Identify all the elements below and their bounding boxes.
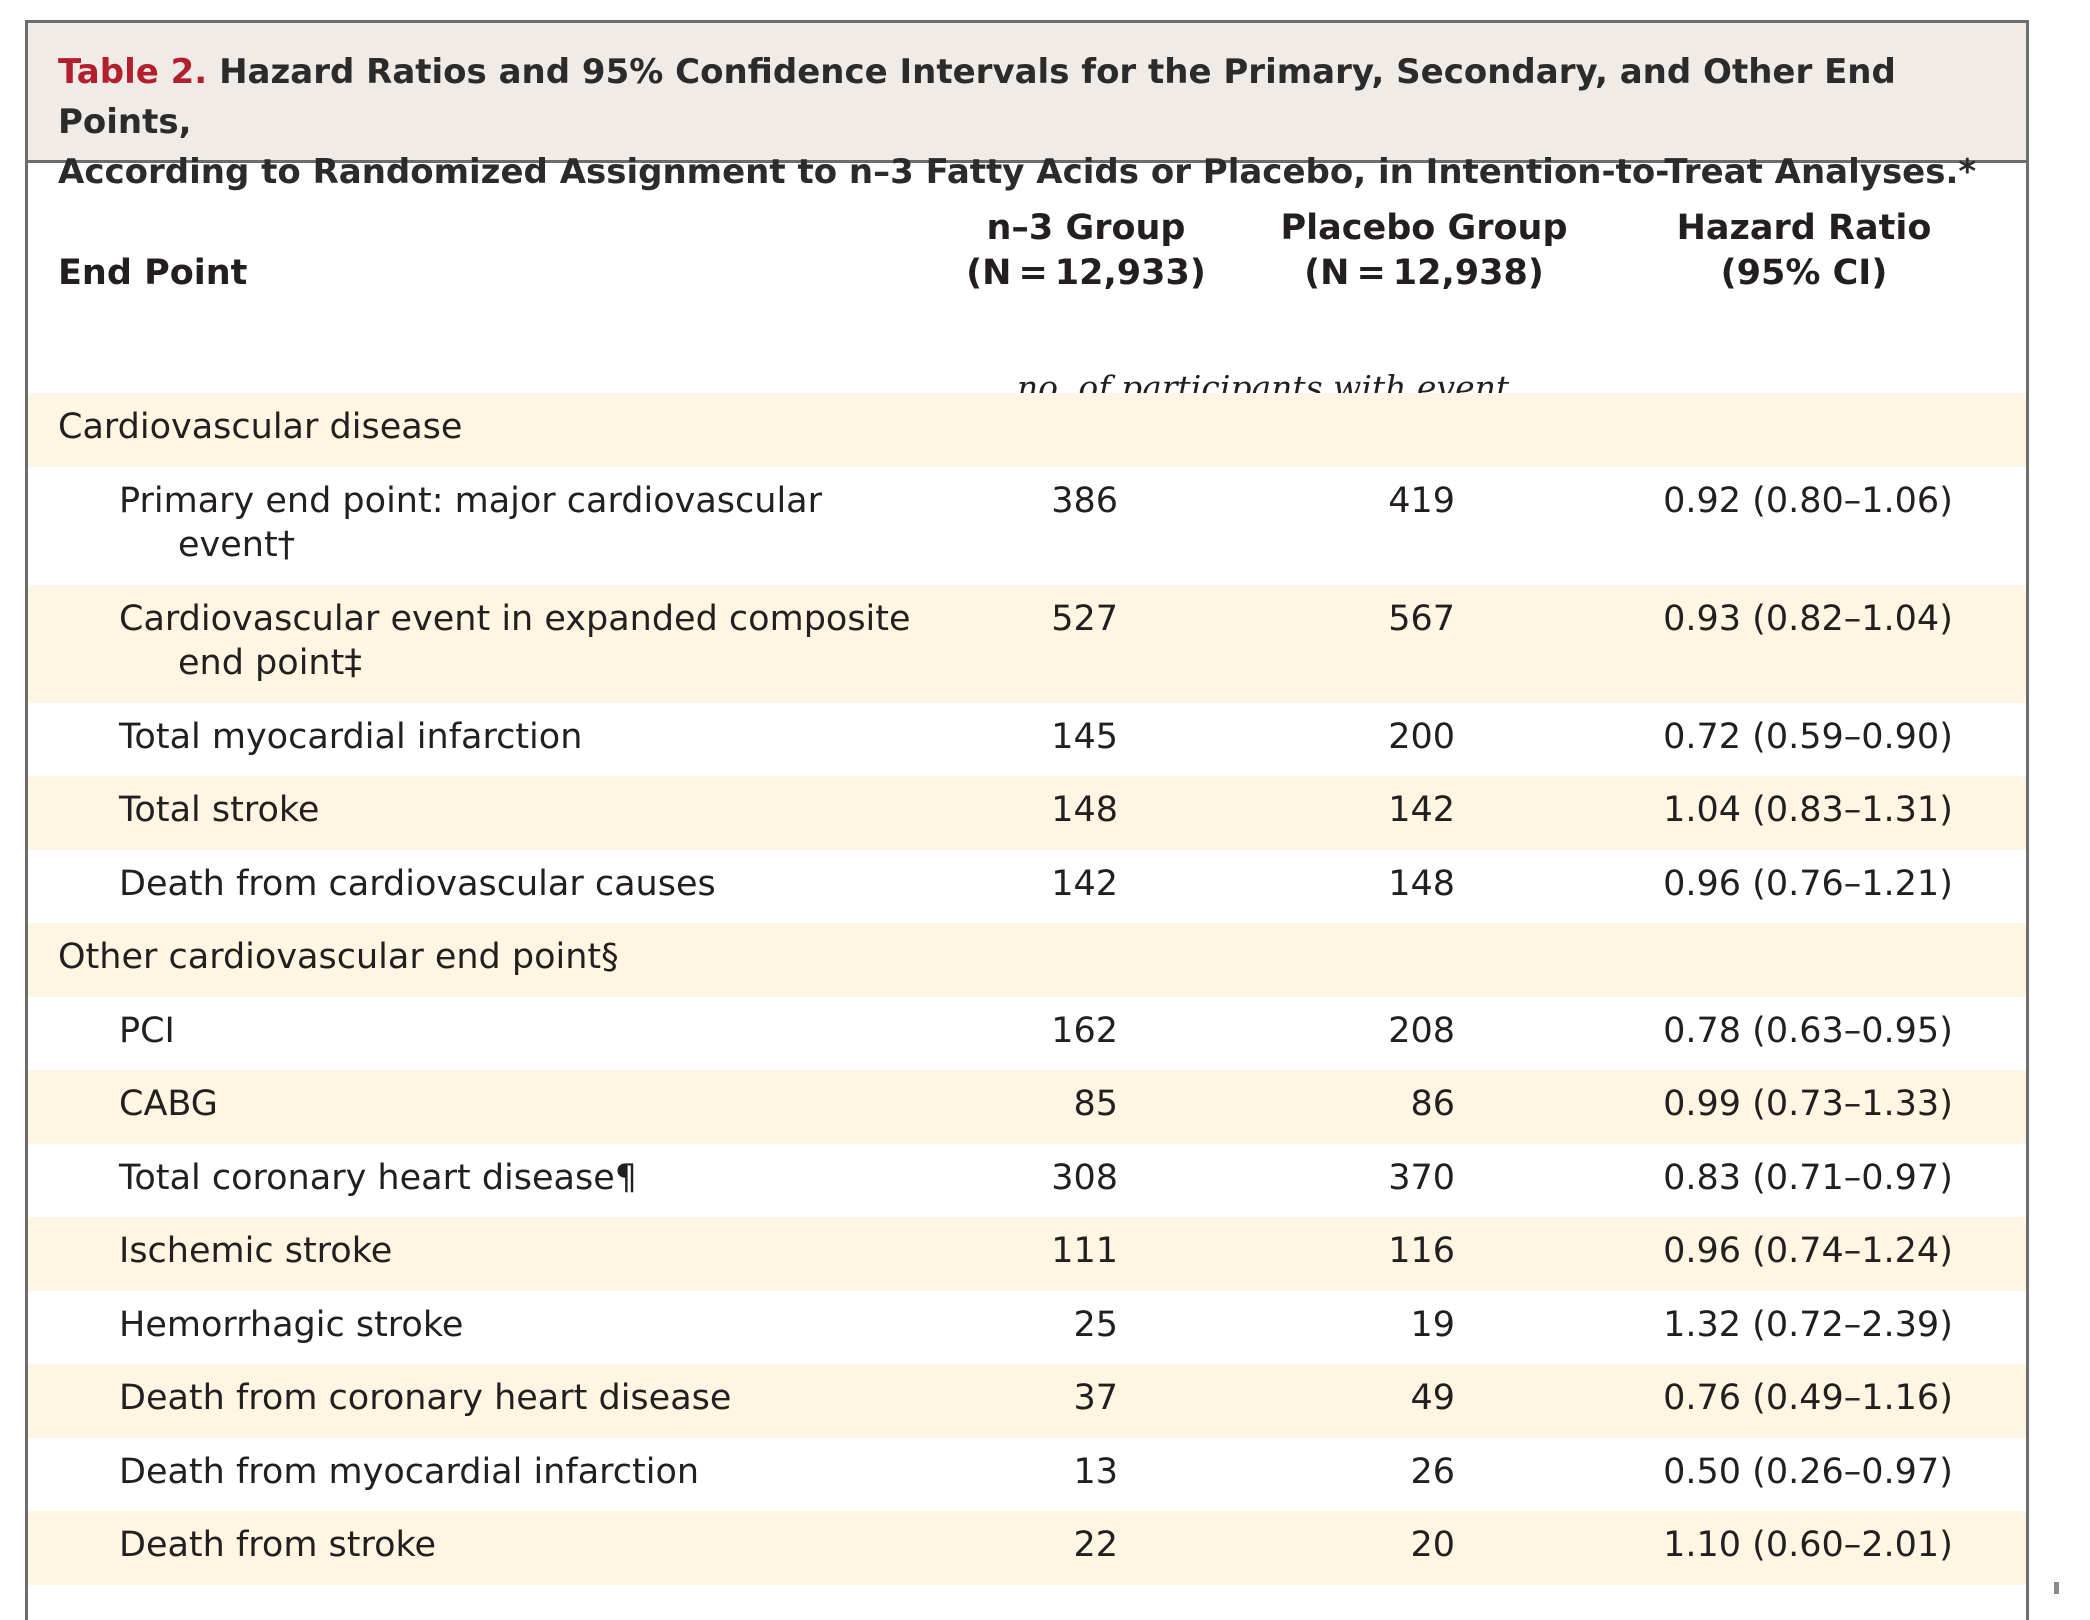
hazard-ratio-cell: 0.83 (0.71–0.97) <box>1663 1157 1953 1198</box>
results-table: Table 2. Hazard Ratios and 95% Confidenc… <box>25 20 2029 1620</box>
hazard-ratio-cell: 0.93 (0.82–1.04) <box>1663 598 1953 639</box>
row-label: Other cardiovascular end point§ <box>58 937 619 977</box>
table-row: CABG 85 86 0.99 (0.73–1.33) <box>28 1070 2026 1144</box>
header-placebo-count: (N = 12,938) <box>1304 253 1544 293</box>
section-row-other-cardiovascular: Other cardiovascular end point§ <box>28 923 2026 997</box>
placebo-count-cell: 86 <box>1410 1084 1455 1124</box>
row-label: Death from myocardial infarction <box>119 1451 700 1492</box>
table-row: Primary end point: major cardiovascular … <box>28 467 2026 585</box>
header-placebo-title: Placebo Group <box>1280 208 1568 248</box>
placebo-count-cell: 567 <box>1388 598 1455 639</box>
hazard-ratio-cell: 0.72 (0.59–0.90) <box>1663 716 1953 757</box>
hazard-ratio-cell: 1.04 (0.83–1.31) <box>1663 790 1953 830</box>
table-row: Death from coronary heart disease 37 49 … <box>28 1364 2026 1438</box>
n3-count-cell: 37 <box>1073 1378 1118 1418</box>
header-n3-count: (N = 12,933) <box>966 253 1206 293</box>
placebo-count-cell: 20 <box>1410 1525 1455 1565</box>
table-label: Table 2. <box>58 52 208 92</box>
caption-line-2: According to Randomized Assignment to n–… <box>58 152 1977 192</box>
caption-line-1: Hazard Ratios and 95% Confidence Interva… <box>58 52 1896 142</box>
placebo-count-cell: 49 <box>1410 1378 1455 1418</box>
table-row: Death from myocardial infarction 13 26 0… <box>28 1438 2026 1512</box>
row-label: Total stroke <box>119 790 320 830</box>
row-label: Cardiovascular event in expanded composi… <box>119 597 949 685</box>
table-row: Hemorrhagic stroke 25 19 1.32 (0.72–2.39… <box>28 1291 2026 1365</box>
page-edge-mark <box>2054 1582 2059 1594</box>
hazard-ratio-cell: 0.99 (0.73–1.33) <box>1663 1084 1953 1124</box>
hazard-ratio-cell: 0.96 (0.74–1.24) <box>1663 1231 1953 1271</box>
n3-count-cell: 85 <box>1073 1084 1118 1124</box>
table-row: PCI 162 208 0.78 (0.63–0.95) <box>28 997 2026 1071</box>
table-row: Cardiovascular event in expanded composi… <box>28 584 2026 703</box>
row-label-line-2: event† <box>178 524 296 565</box>
header-hr-ci: (95% CI) <box>1720 253 1888 293</box>
row-label: Primary end point: major cardiovascular … <box>119 479 949 567</box>
placebo-count-cell: 26 <box>1410 1451 1455 1492</box>
row-label: Total coronary heart disease¶ <box>119 1157 638 1198</box>
placebo-count-cell: 142 <box>1388 790 1455 830</box>
placebo-count-cell: 208 <box>1388 1010 1455 1051</box>
hazard-ratio-cell: 0.78 (0.63–0.95) <box>1663 1010 1953 1051</box>
table-row: Total coronary heart disease¶ 308 370 0.… <box>28 1144 2026 1218</box>
row-label-line-2: end point‡ <box>178 642 362 683</box>
header-n3-title: n–3 Group <box>986 208 1186 248</box>
n3-count-cell: 142 <box>1051 863 1118 904</box>
table-caption: Table 2. Hazard Ratios and 95% Confidenc… <box>28 23 2026 192</box>
row-label: Death from stroke <box>119 1525 437 1565</box>
row-label: CABG <box>119 1084 218 1124</box>
row-label: Total myocardial infarction <box>119 716 583 757</box>
header-end-point: End Point <box>58 253 248 293</box>
n3-count-cell: 148 <box>1051 790 1118 830</box>
n3-count-cell: 386 <box>1051 480 1118 521</box>
row-label: Death from coronary heart disease <box>119 1378 732 1418</box>
table-row: Total myocardial infarction 145 200 0.72… <box>28 703 2026 777</box>
table-row: Death from stroke 22 20 1.10 (0.60–2.01) <box>28 1511 2026 1585</box>
row-label: Cardiovascular disease <box>58 407 463 447</box>
header-hr-title: Hazard Ratio <box>1676 208 1932 248</box>
column-header: End Point n–3 Group (N = 12,933) Placebo… <box>28 163 2026 407</box>
placebo-count-cell: 116 <box>1388 1231 1455 1271</box>
table-row: Death from cardiovascular causes 142 148… <box>28 850 2026 924</box>
row-label: Hemorrhagic stroke <box>119 1304 464 1345</box>
n3-count-cell: 111 <box>1051 1231 1118 1271</box>
row-label-line-1: Cardiovascular event in expanded composi… <box>119 598 911 639</box>
placebo-count-cell: 419 <box>1388 480 1455 521</box>
placebo-count-cell: 370 <box>1388 1157 1455 1198</box>
n3-count-cell: 308 <box>1051 1157 1118 1198</box>
placebo-count-cell: 200 <box>1388 716 1455 757</box>
n3-count-cell: 527 <box>1051 598 1118 639</box>
hazard-ratio-cell: 0.96 (0.76–1.21) <box>1663 863 1953 904</box>
row-label: Death from cardiovascular causes <box>119 863 716 904</box>
row-label: Ischemic stroke <box>119 1231 393 1271</box>
n3-count-cell: 145 <box>1051 716 1118 757</box>
header-placebo-group: Placebo Group (N = 12,938) <box>1254 206 1594 296</box>
header-hazard-ratio: Hazard Ratio (95% CI) <box>1634 206 1974 296</box>
hazard-ratio-cell: 0.76 (0.49–1.16) <box>1663 1378 1953 1418</box>
table-row: Ischemic stroke 111 116 0.96 (0.74–1.24) <box>28 1217 2026 1291</box>
table-row: Total stroke 148 142 1.04 (0.83–1.31) <box>28 776 2026 850</box>
n3-count-cell: 25 <box>1073 1304 1118 1345</box>
n3-count-cell: 22 <box>1073 1525 1118 1565</box>
header-n3-group: n–3 Group (N = 12,933) <box>916 206 1256 296</box>
row-label-line-1: Primary end point: major cardiovascular <box>119 480 823 521</box>
placebo-count-cell: 19 <box>1410 1304 1455 1345</box>
n3-count-cell: 162 <box>1051 1010 1118 1051</box>
hazard-ratio-cell: 0.50 (0.26–0.97) <box>1663 1451 1953 1492</box>
hazard-ratio-cell: 1.32 (0.72–2.39) <box>1663 1304 1953 1345</box>
n3-count-cell: 13 <box>1073 1451 1118 1492</box>
hazard-ratio-cell: 0.92 (0.80–1.06) <box>1663 480 1953 521</box>
row-label: PCI <box>119 1010 175 1051</box>
hazard-ratio-cell: 1.10 (0.60–2.01) <box>1663 1525 1953 1565</box>
section-row-cardiovascular-disease: Cardiovascular disease <box>28 393 2026 467</box>
placebo-count-cell: 148 <box>1388 863 1455 904</box>
